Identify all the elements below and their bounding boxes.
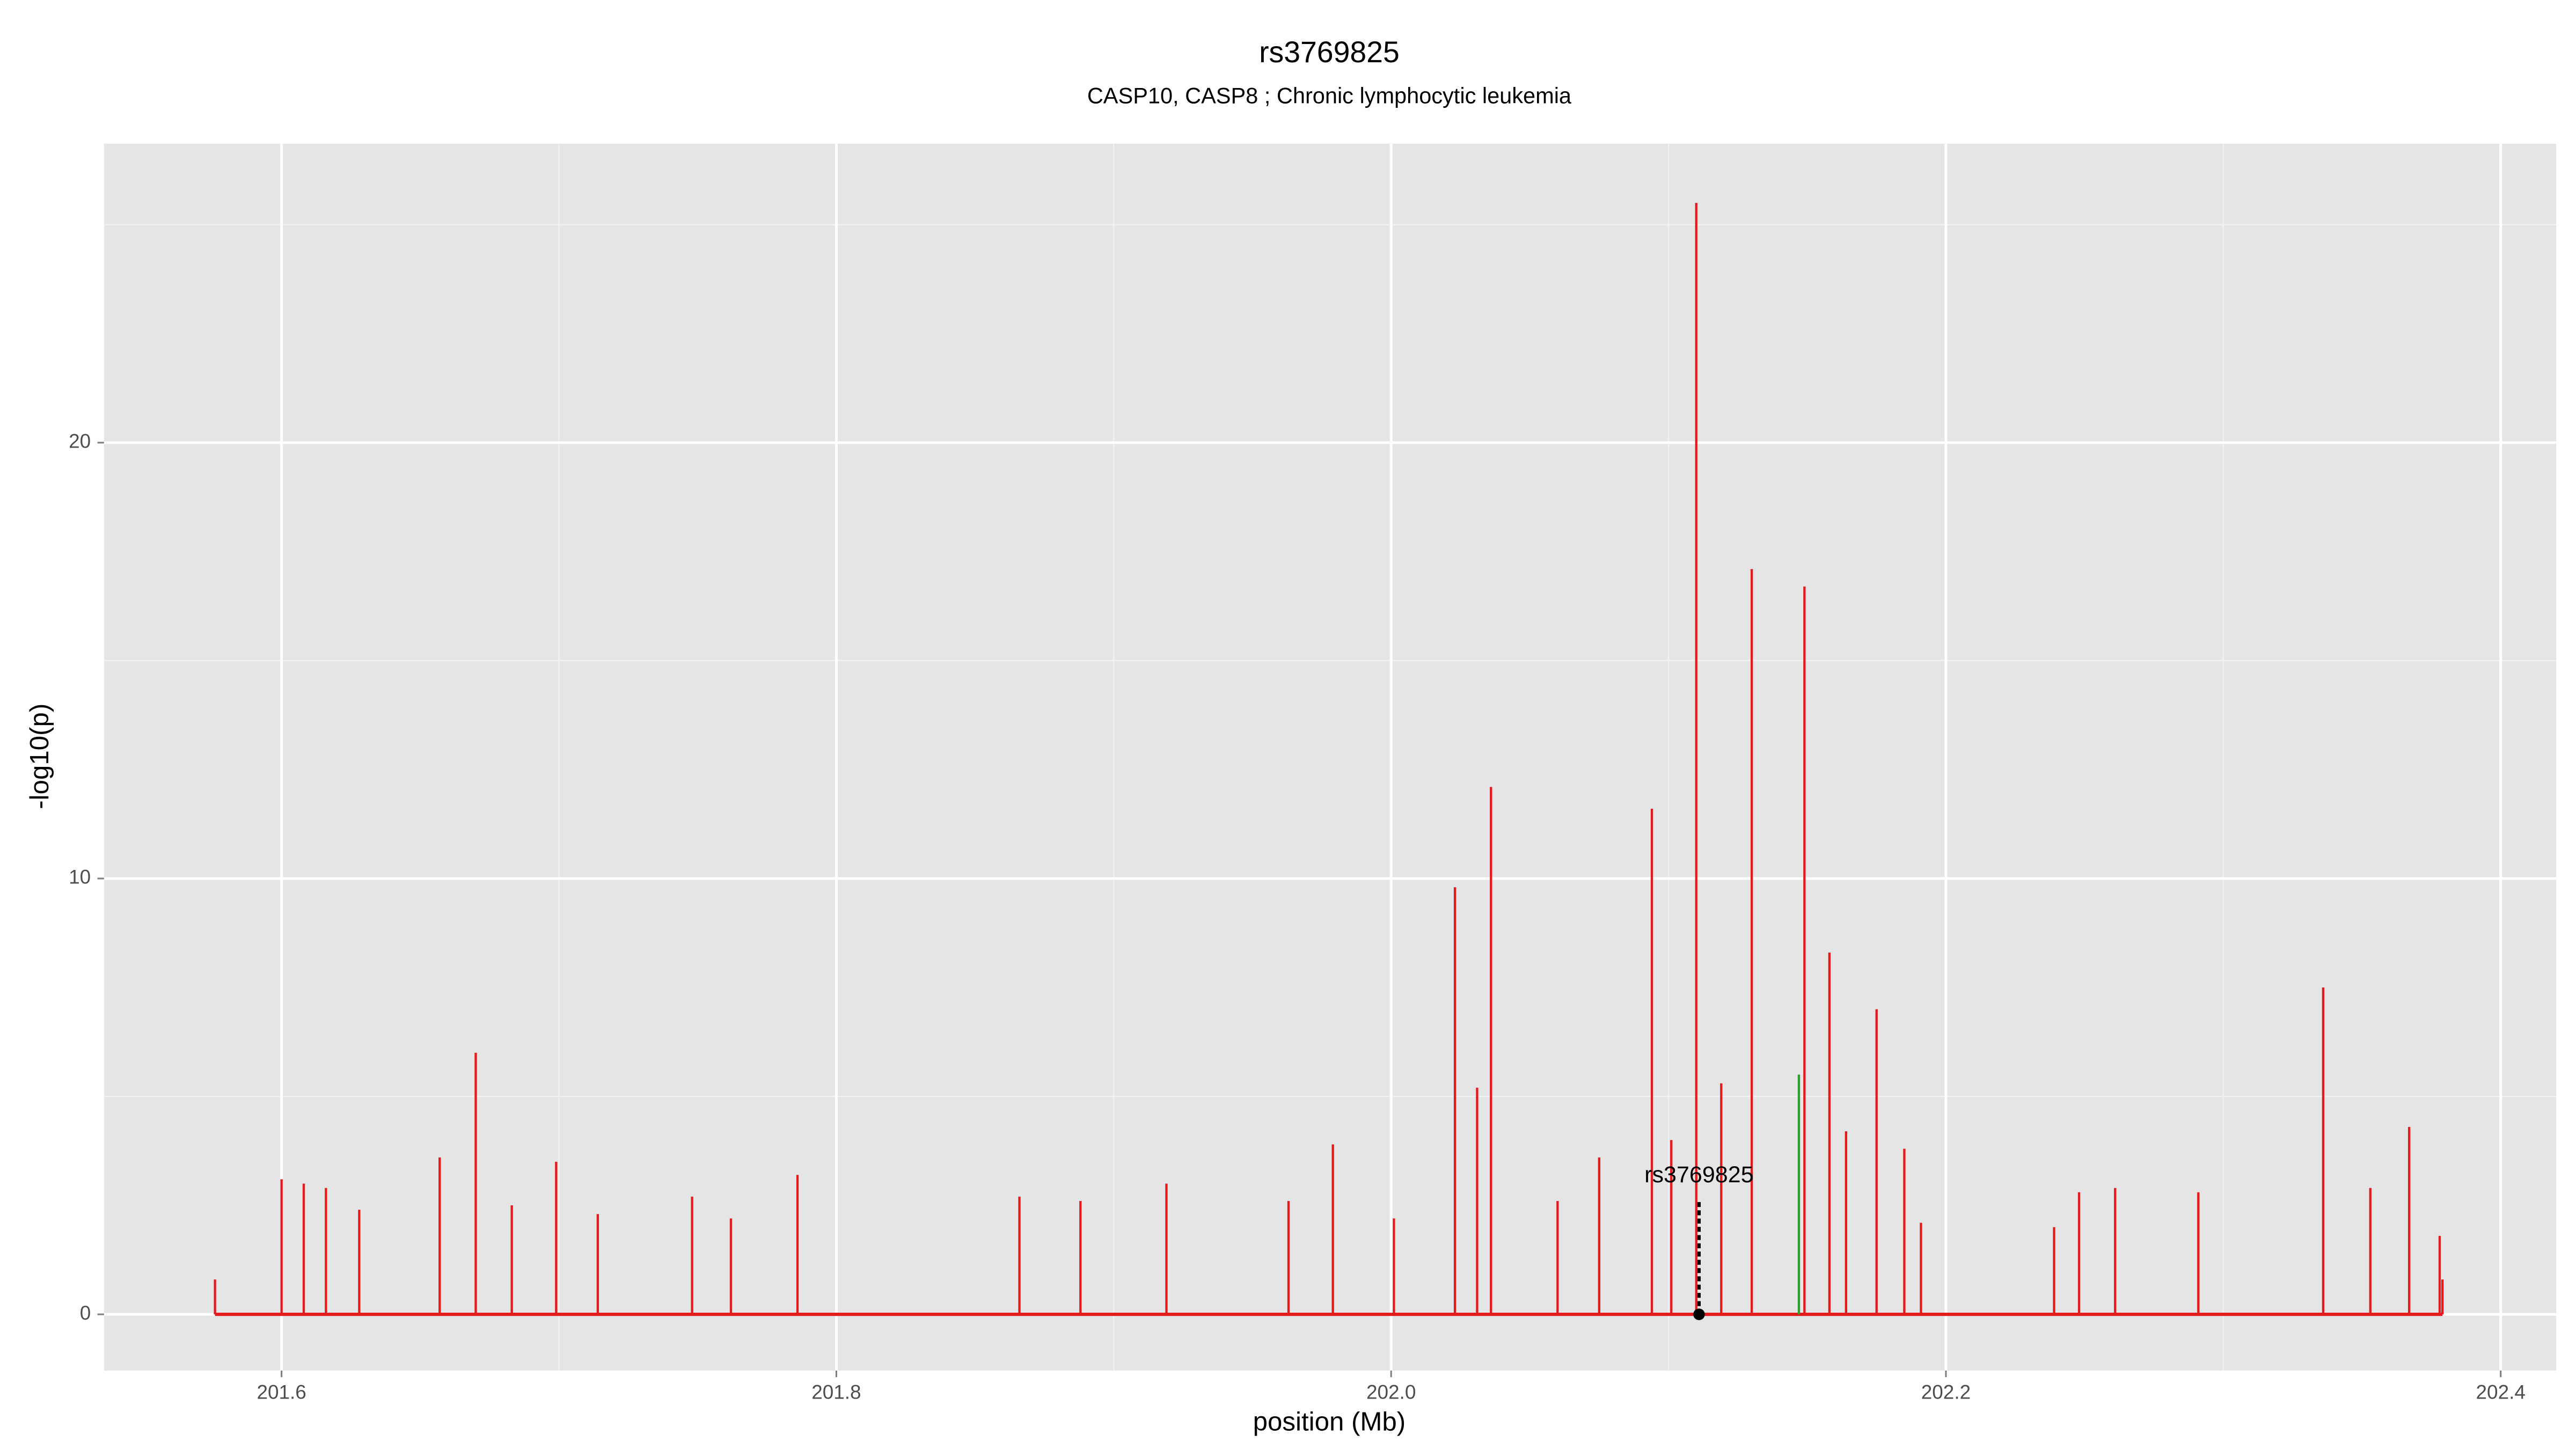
y-tick-label: 10 xyxy=(69,866,91,888)
chart-title: rs3769825 xyxy=(1259,35,1400,69)
annotation-point xyxy=(1693,1308,1705,1320)
x-tick-label: 202.4 xyxy=(2476,1381,2526,1403)
x-tick-label: 201.8 xyxy=(811,1381,861,1403)
chart-subtitle: CASP10, CASP8 ; Chronic lymphocytic leuk… xyxy=(1087,83,1572,108)
y-tick-label: 0 xyxy=(80,1302,91,1324)
x-tick-label: 201.6 xyxy=(257,1381,306,1403)
x-axis-label: position (Mb) xyxy=(1253,1407,1406,1436)
x-tick-label: 202.0 xyxy=(1366,1381,1416,1403)
plot-panel xyxy=(104,143,2557,1371)
y-tick-label: 20 xyxy=(69,430,91,452)
annotation-label: rs3769825 xyxy=(1644,1162,1754,1188)
y-axis-label: -log10(p) xyxy=(25,704,54,809)
x-tick-label: 202.2 xyxy=(1921,1381,1971,1403)
